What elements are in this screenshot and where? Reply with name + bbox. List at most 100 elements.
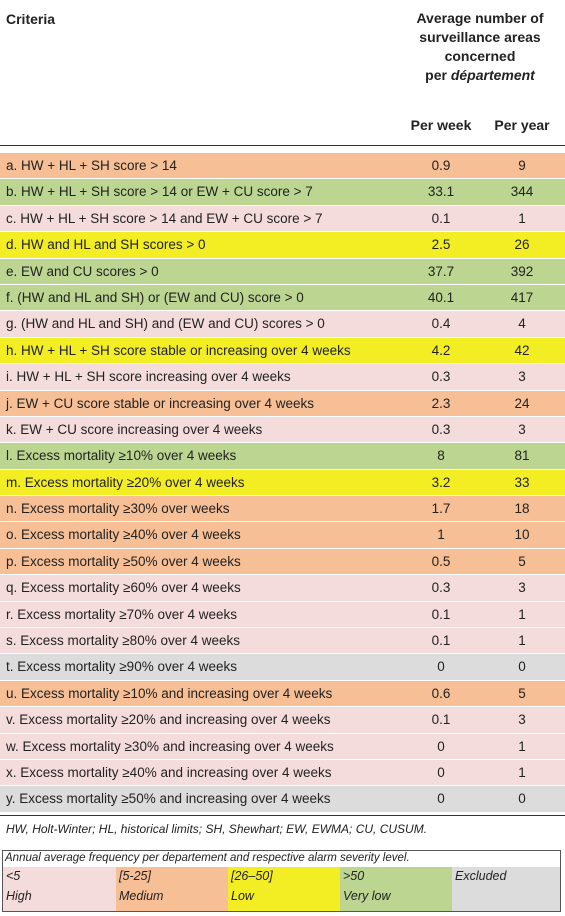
per-week-cell: 1 [437, 527, 445, 543]
legend-item: <5 High [3, 867, 116, 911]
per-week-cell: 0.9 [431, 158, 451, 173]
per-year-cell: 0 [518, 791, 526, 807]
criterion-cell: c. HW + HL + SH score > 14 and EW + CU s… [6, 210, 323, 226]
per-week-cell: 1.7 [431, 501, 451, 517]
table-row: u. Excess mortality ≥10% and increasing … [0, 680, 565, 708]
criterion-cell: g. (HW and HL and SH) and (EW and CU) sc… [6, 316, 325, 332]
table-row: j. EW + CU score stable or increasing ov… [0, 390, 565, 417]
per-week-cell: 0.1 [431, 633, 451, 649]
table-row: d. HW and HL and SH scores > 0 2.5 26 [0, 232, 565, 259]
legend-level: Very low [343, 889, 391, 903]
legend-range: <5 [6, 869, 21, 883]
per-year-cell: 81 [514, 448, 530, 464]
criterion-cell: y. Excess mortality ≥50% and increasing … [6, 791, 331, 807]
legend-range: [26–50] [231, 869, 273, 883]
table-row: k. EW + CU score increasing over 4 weeks… [0, 416, 565, 444]
criterion-cell: a. HW + HL + SH score > 14 [6, 158, 177, 173]
criterion-cell: v. Excess mortality ≥20% and increasing … [6, 712, 331, 728]
per-year-cell: 9 [518, 158, 526, 173]
table-row: n. Excess mortality ≥30% over weeks 1.7 18 [0, 496, 565, 523]
per-week-cell: 0.6 [431, 685, 451, 701]
per-year-cell: 1 [518, 210, 526, 226]
legend-item: [26–50] Low [228, 867, 340, 911]
per-week-cell: 0.3 [431, 369, 451, 385]
per-year-cell: 344 [510, 184, 534, 200]
per-year-cell: 10 [514, 527, 530, 543]
per-year-cell: 1 [518, 606, 526, 622]
table-row: g. (HW and HL and SH) and (EW and CU) sc… [0, 311, 565, 338]
per-week-cell: 3.2 [431, 474, 451, 490]
table-body: a. HW + HL + SH score > 14 0.9 9 b. HW + HL… [0, 153, 565, 813]
average-header-line-4: per département [400, 66, 560, 85]
per-week-cell: 8 [437, 448, 445, 464]
table-row: x. Excess mortality ≥40% and increasing … [0, 759, 565, 787]
table-row: m. Excess mortality ≥20% over 4 weeks 3.2… [0, 469, 565, 497]
legend-level: Excluded [455, 869, 507, 883]
average-header-line-3: concerned [444, 48, 516, 64]
per-year-cell: 3 [518, 421, 526, 437]
table-row: i. HW + HL + SH score increasing over 4 … [0, 364, 565, 391]
criterion-cell: e. EW and CU scores > 0 [6, 263, 159, 279]
criterion-cell: k. EW + CU score increasing over 4 weeks [6, 421, 263, 437]
per-week-cell: 0.3 [431, 421, 451, 437]
table-header: Criteria Average number of surveillance … [0, 0, 565, 146]
criterion-cell: u. Excess mortality ≥10% and increasing … [6, 685, 333, 701]
table-row: y. Excess mortality ≥50% and increasing … [0, 786, 565, 813]
criterion-cell: p. Excess mortality ≥50% over 4 weeks [6, 553, 241, 569]
criterion-cell: w. Excess mortality ≥30% and increasing … [6, 738, 334, 754]
average-header-prefix: per [425, 67, 451, 83]
per-week-cell: 2.3 [431, 395, 451, 411]
per-year-cell: 33 [514, 474, 530, 490]
per-year-cell: 3 [518, 580, 526, 596]
criterion-cell: r. Excess mortality ≥70% over 4 weeks [6, 606, 237, 622]
criteria-header: Criteria [6, 11, 56, 27]
per-year-header: Per year [494, 117, 550, 133]
legend-level: Low [231, 889, 254, 903]
criterion-cell: d. HW and HL and SH scores > 0 [6, 237, 206, 253]
departement-word: département [450, 67, 535, 83]
per-year-cell: 1 [518, 633, 526, 649]
abbreviations-footnote: HW, Holt-Winter; HL, historical limits; … [6, 822, 428, 836]
table-row: v. Excess mortality ≥20% and increasing … [0, 707, 565, 734]
per-year-cell: 392 [510, 263, 534, 279]
table-row: p. Excess mortality ≥50% over 4 weeks 0.5… [0, 548, 565, 576]
per-week-cell: 0.1 [431, 210, 451, 226]
per-year-cell: 42 [514, 342, 530, 358]
average-header-line-2: surveillance areas [419, 29, 541, 45]
severity-legend: Annual average frequency per departement… [2, 850, 561, 912]
legend-item: >50 Very low [340, 867, 452, 911]
table-row: o. Excess mortality ≥40% over 4 weeks 1 10 [0, 522, 565, 549]
per-week-header: Per week [410, 117, 472, 133]
per-week-cell: 4.2 [431, 342, 451, 358]
criterion-cell: j. EW + CU score stable or increasing ov… [6, 395, 314, 411]
table-row: c. HW + HL + SH score > 14 and EW + CU s… [0, 205, 565, 233]
table-row: a. HW + HL + SH score > 14 0.9 9 [0, 153, 565, 180]
per-year-cell: 1 [518, 764, 526, 780]
table-row: w. Excess mortality ≥30% and increasing … [0, 733, 565, 760]
per-year-cell: 1 [518, 738, 526, 754]
per-year-cell: 4 [518, 316, 526, 332]
legend-level: Medium [119, 889, 164, 903]
per-year-cell: 26 [514, 237, 530, 253]
legend-title: Annual average frequency per departement… [5, 852, 410, 864]
criterion-cell: b. HW + HL + SH score > 14 or EW + CU sc… [6, 184, 313, 200]
per-week-cell: 2.5 [431, 237, 451, 253]
per-year-cell: 3 [518, 712, 526, 728]
criterion-cell: l. Excess mortality ≥10% over 4 weeks [6, 448, 237, 464]
table-row: f. (HW and HL and SH) or (EW and CU) sco… [0, 284, 565, 312]
criterion-cell: s. Excess mortality ≥80% over 4 weeks [6, 633, 240, 649]
criterion-cell: x. Excess mortality ≥40% and increasing … [6, 764, 332, 780]
per-week-cell: 0 [437, 738, 445, 754]
table-row: q. Excess mortality ≥60% over 4 weeks 0.3… [0, 575, 565, 602]
criterion-cell: q. Excess mortality ≥60% over 4 weeks [6, 580, 241, 596]
table-row: b. HW + HL + SH score > 14 or EW + CU sc… [0, 179, 565, 206]
average-number-header: Average number of surveillance areas con… [400, 9, 560, 85]
table-bottom-rule [0, 815, 565, 816]
per-week-cell: 0.4 [431, 316, 451, 332]
per-year-cell: 24 [514, 395, 530, 411]
table-row: s. Excess mortality ≥80% over 4 weeks 0.1… [0, 628, 565, 655]
table-row: r. Excess mortality ≥70% over 4 weeks 0.1… [0, 601, 565, 629]
per-year-cell: 5 [518, 553, 526, 569]
criterion-cell: n. Excess mortality ≥30% over weeks [6, 501, 230, 517]
